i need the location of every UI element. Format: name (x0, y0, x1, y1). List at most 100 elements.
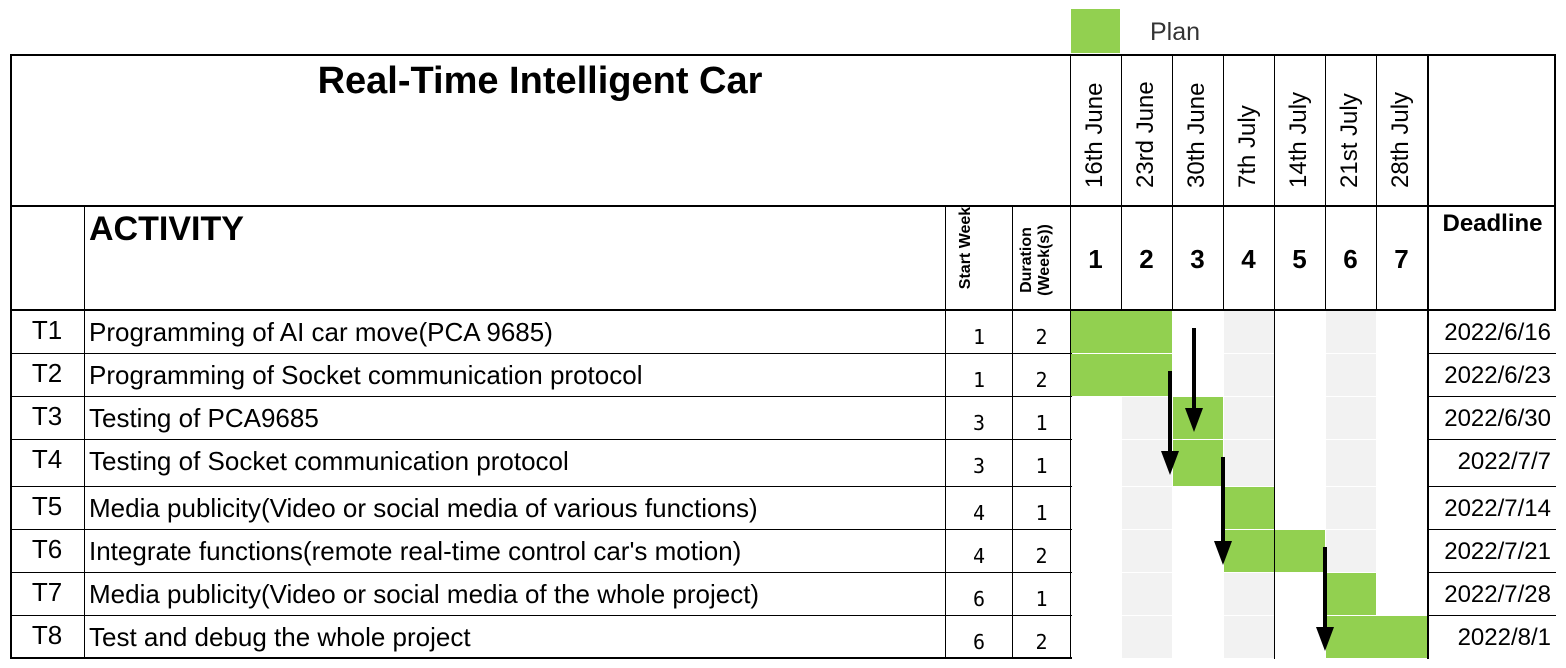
task-start-week: 6 (972, 630, 986, 654)
start-col-left (945, 205, 946, 659)
task-name: Testing of Socket communication protocol (89, 446, 569, 476)
shade-cell (1326, 354, 1376, 396)
dependency-arrow (1316, 547, 1334, 651)
task-id: T1 (31, 315, 63, 345)
row-divider (10, 529, 1072, 530)
dependency-arrow (1185, 328, 1203, 432)
task-start-week: 4 (972, 544, 986, 568)
task-deadline: 2022/6/30 (1444, 405, 1551, 432)
task-duration: 1 (1035, 454, 1048, 478)
week-col-line (1325, 54, 1326, 310)
shade-cell (1122, 573, 1172, 615)
id-col-divider (84, 205, 85, 659)
task-start-week: 4 (972, 501, 986, 525)
arrow-head (1185, 408, 1203, 432)
week-col-line (1274, 310, 1275, 659)
task-duration: 1 (1035, 411, 1048, 435)
task-id: T2 (31, 358, 63, 388)
shade-cell (1122, 397, 1172, 439)
week-col-line (1376, 54, 1377, 310)
shade-cell (1326, 397, 1376, 439)
duration-col-left (1012, 205, 1013, 659)
legend-swatch (1071, 9, 1120, 53)
task-duration: 2 (1035, 368, 1048, 392)
task-id: T5 (31, 491, 63, 521)
task-id: T4 (31, 444, 63, 474)
task-deadline: 2022/8/1 (1457, 624, 1551, 651)
week-col-line (1223, 54, 1224, 310)
task-start-week: 1 (972, 325, 986, 349)
dependency-arrow (1214, 457, 1232, 565)
shade-cell (1224, 397, 1274, 439)
row-divider (10, 439, 1072, 440)
row-divider (1427, 396, 1556, 397)
task-deadline: 2022/6/23 (1444, 362, 1551, 389)
task-duration: 2 (1035, 544, 1048, 568)
task-duration: 1 (1035, 587, 1048, 611)
task-name: Media publicity(Video or social media of… (89, 579, 760, 609)
shade-cell (1122, 530, 1172, 572)
gantt-bar (1224, 487, 1274, 529)
row-divider (1427, 439, 1556, 440)
task-start-week: 3 (972, 411, 986, 435)
task-deadline: 2022/7/7 (1457, 448, 1551, 475)
week-col-line (1070, 54, 1071, 659)
header-body-divider (10, 309, 1556, 311)
task-name: Programming of Socket communication prot… (89, 360, 643, 390)
arrow-head (1316, 627, 1334, 651)
task-name: Integrate functions(remote real-time con… (89, 536, 742, 566)
gantt-bar (1326, 616, 1427, 658)
row-divider (1427, 572, 1556, 573)
week-col-line (1274, 54, 1275, 310)
shade-cell (1224, 616, 1274, 658)
week-number-label: 2 (1139, 244, 1154, 274)
dependency-arrow (1161, 371, 1179, 475)
week-number-label: 1 (1088, 244, 1103, 274)
shade-cell (1224, 573, 1274, 615)
task-duration: 1 (1035, 501, 1048, 525)
table-bottom-border (10, 657, 1072, 659)
deadline-left-border (1427, 54, 1429, 659)
shade-cell (1122, 487, 1172, 529)
task-name: Test and debug the whole project (89, 622, 471, 652)
right-border (1554, 54, 1556, 310)
arrow-head (1214, 541, 1232, 565)
shade-cell (1224, 440, 1274, 486)
gantt-bar (1071, 311, 1172, 353)
week-col-line (1121, 54, 1122, 310)
shade-cell (1326, 311, 1376, 353)
gantt-bar (1326, 573, 1376, 615)
shade-cell (1122, 440, 1172, 486)
task-deadline: 2022/7/14 (1444, 495, 1551, 522)
week-number-label: 4 (1241, 244, 1256, 274)
task-duration: 2 (1035, 325, 1048, 349)
row-divider (10, 615, 1072, 616)
activity-header: ACTIVITY (89, 210, 244, 248)
week-number-label: 3 (1190, 244, 1205, 274)
shade-cell (1224, 354, 1274, 396)
week-col-line (1172, 54, 1173, 310)
task-start-week: 6 (972, 587, 986, 611)
shade-cell (1326, 440, 1376, 486)
task-id: T8 (31, 620, 63, 650)
task-name: Media publicity(Video or social media of… (89, 493, 758, 523)
deadline-header: Deadline (1442, 210, 1543, 237)
week-number-label: 5 (1292, 244, 1307, 274)
task-deadline: 2022/6/16 (1444, 319, 1551, 346)
table-left-border (10, 54, 12, 659)
header-row-divider (10, 205, 1556, 207)
task-start-week: 3 (972, 454, 986, 478)
row-divider (1427, 529, 1556, 530)
table-top-border (10, 54, 1556, 56)
task-deadline: 2022/7/21 (1444, 538, 1551, 565)
arrow-head (1161, 451, 1179, 475)
row-divider (1427, 486, 1556, 487)
task-id: T6 (31, 534, 63, 564)
task-name: Programming of AI car move(PCA 9685) (89, 317, 553, 347)
gantt-bar (1173, 440, 1223, 486)
legend-label: Plan (1150, 18, 1201, 46)
chart-title: Real-Time Intelligent Car (317, 60, 763, 102)
row-divider (10, 396, 1072, 397)
gantt-bar (1071, 354, 1172, 396)
